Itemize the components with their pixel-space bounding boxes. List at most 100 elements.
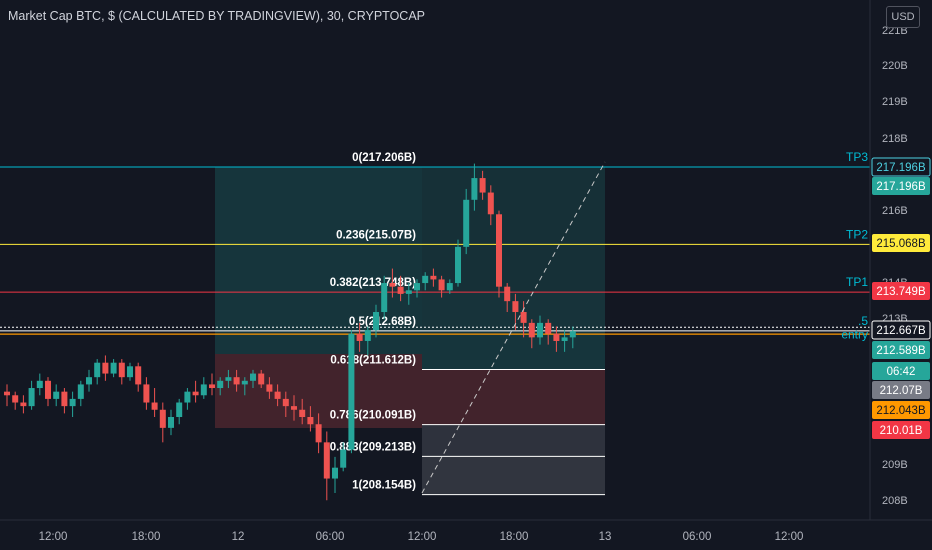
candle-body [143, 384, 150, 403]
fib-label: 0.786(210.091B) [330, 410, 416, 422]
price-tag-bg [871, 320, 931, 340]
candle [356, 322, 363, 352]
fib-label: 0.236(215.07B) [336, 229, 416, 241]
y-tick-label: 209B [882, 459, 908, 471]
candle-body [69, 398, 76, 407]
candle [118, 359, 125, 385]
candle-body [422, 275, 429, 284]
long-position-profit-zone [215, 167, 422, 354]
candle [151, 388, 158, 417]
price-tag-label: 215.068B [876, 238, 926, 250]
candle [291, 395, 297, 421]
fib-band [422, 330, 605, 370]
candle-body [184, 391, 191, 403]
candle-body [520, 312, 527, 323]
candle [389, 268, 396, 298]
candle-body [537, 322, 543, 338]
fib-band [422, 456, 605, 495]
candle-body [381, 283, 388, 313]
price-tag: 215.068B [872, 234, 930, 252]
candle-body [504, 286, 511, 302]
candle [315, 413, 322, 454]
candle [446, 279, 453, 294]
candle-body [45, 380, 51, 399]
price-tag-label: 212.07B [880, 385, 923, 397]
candle [471, 163, 478, 211]
candle-body [36, 380, 43, 389]
candle [504, 283, 511, 313]
price-tag-bg [872, 177, 930, 195]
candle-body [315, 424, 322, 443]
candle-body [389, 283, 396, 287]
fib-band [422, 167, 605, 245]
currency-button[interactable]: USD [886, 6, 920, 28]
x-tick-label: 06:00 [316, 531, 345, 543]
x-tick-label: 12:00 [408, 531, 437, 543]
candle [176, 398, 183, 425]
candle [528, 319, 535, 349]
price-tag: 06:42 [872, 362, 930, 380]
price-tag-bg [872, 282, 930, 300]
candle [364, 326, 371, 356]
candle-body [446, 283, 453, 291]
candle [397, 275, 404, 302]
price-tag-bg [871, 157, 931, 177]
candle-body [28, 388, 35, 407]
price-tag-label: 212.667B [876, 325, 926, 337]
candle-body [455, 246, 461, 284]
candle-body [241, 380, 248, 385]
trend-line [421, 161, 606, 494]
price-tag: 212.07B [872, 381, 930, 399]
candle-body [274, 391, 281, 399]
candle-body [414, 283, 420, 291]
candle [200, 377, 207, 399]
candle [422, 272, 429, 291]
y-tick-label: 218B [882, 133, 908, 145]
candle [405, 283, 412, 305]
candle [28, 380, 35, 410]
candle-body [4, 391, 10, 396]
candle [487, 185, 494, 226]
candle [12, 391, 19, 410]
candle-body [397, 286, 404, 294]
candle [545, 319, 552, 345]
candle [77, 380, 84, 407]
price-tag-label: 212.589B [876, 345, 926, 357]
candle-body [528, 322, 535, 338]
candle-body [291, 406, 297, 410]
price-tag: 213.749B [872, 282, 930, 300]
candle-body [299, 409, 306, 417]
candle [299, 398, 306, 425]
candle [348, 330, 355, 454]
candle-body [135, 366, 142, 385]
y-tick-label: 220B [882, 60, 908, 72]
fib-band [422, 424, 605, 457]
price-tag-label: 210.01B [880, 425, 923, 437]
candle [307, 406, 314, 432]
candle-body [151, 402, 158, 410]
candle-body [332, 467, 338, 479]
candle-body [250, 373, 256, 381]
candle [463, 188, 470, 255]
fib-label: 1(208.154B) [352, 480, 416, 492]
y-tick-label: 208B [882, 495, 908, 507]
y-tick-label: 216B [882, 205, 908, 217]
price-tag-label: 217.196B [876, 181, 926, 193]
candle [569, 326, 576, 349]
candle-body [217, 380, 224, 389]
candle-body [438, 279, 445, 291]
candle-body [569, 331, 576, 338]
x-tick-label: 18:00 [500, 531, 529, 543]
candle-body [53, 391, 60, 399]
candle-body [405, 290, 412, 294]
candle [537, 315, 543, 345]
candle-body [176, 402, 183, 417]
candle [430, 268, 437, 287]
candle-body [168, 416, 174, 428]
candle-body [323, 442, 330, 479]
candle-body [192, 391, 199, 396]
candle [20, 395, 27, 414]
candle-body [225, 377, 232, 381]
